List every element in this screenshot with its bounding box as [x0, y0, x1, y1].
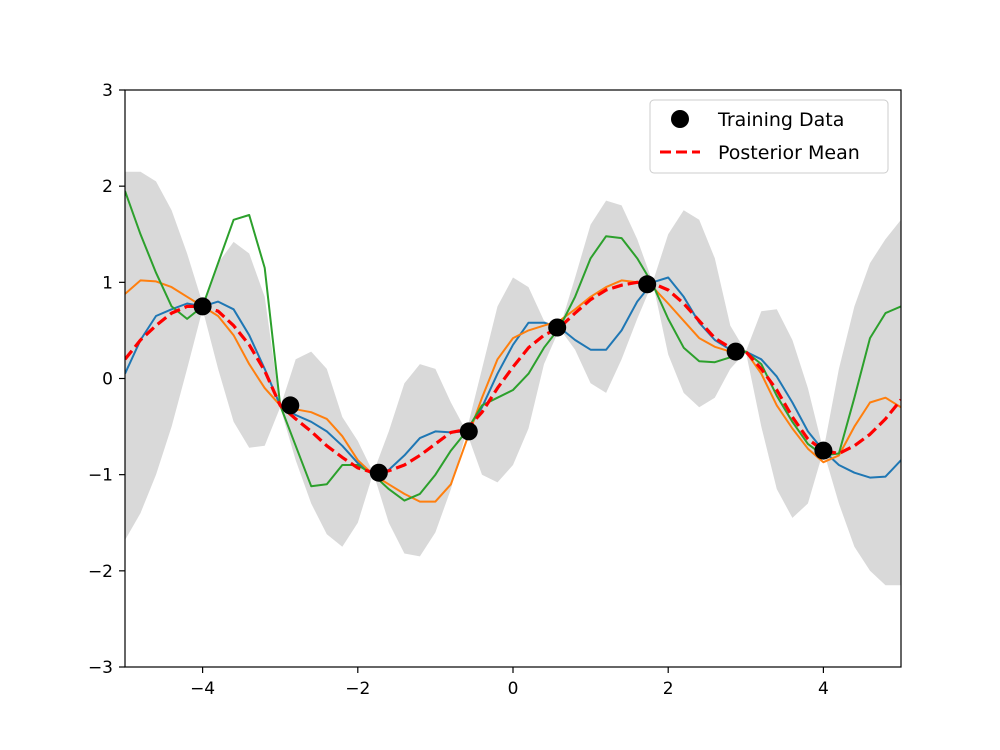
posterior-mean-line: [125, 280, 901, 475]
training-point: [638, 275, 657, 294]
y-tick-label: 2: [102, 177, 113, 197]
confidence-band: [125, 171, 901, 586]
training-point: [814, 441, 833, 460]
training-point: [369, 463, 388, 482]
x-tick-label: 0: [508, 679, 519, 699]
training-point: [193, 297, 212, 316]
legend-label-posterior-mean: Posterior Mean: [718, 142, 860, 164]
x-tick-label: 2: [663, 679, 674, 699]
y-tick-label: −1: [88, 466, 113, 486]
y-tick-label: 0: [102, 370, 113, 390]
y-tick-label: 1: [102, 273, 113, 293]
confidence-band-layer: [125, 171, 901, 586]
y-tick-label: −2: [88, 562, 113, 582]
sample-line-1: [125, 276, 901, 479]
y-axis: −3 −2 −1 0 1 2 3: [88, 81, 125, 678]
legend-box: [649, 99, 889, 174]
plot-area: [125, 171, 901, 586]
training-point: [459, 422, 478, 441]
y-tick-label: 3: [102, 81, 113, 101]
training-point: [281, 396, 300, 415]
training-point: [548, 318, 567, 337]
sample-line-2: [125, 279, 901, 503]
x-tick-label: −4: [190, 679, 215, 699]
x-tick-label: −2: [345, 679, 370, 699]
x-tick-label: 4: [818, 679, 829, 699]
training-points-layer: [193, 275, 833, 482]
sample-lines-layer: [125, 190, 901, 503]
legend: Training Data Posterior Mean: [649, 99, 889, 174]
x-axis: −4 −2 0 2 4: [190, 667, 829, 699]
training-point: [726, 342, 745, 361]
legend-marker-training-data: [671, 110, 689, 128]
legend-label-training-data: Training Data: [717, 109, 844, 131]
y-tick-label: −3: [88, 658, 113, 678]
